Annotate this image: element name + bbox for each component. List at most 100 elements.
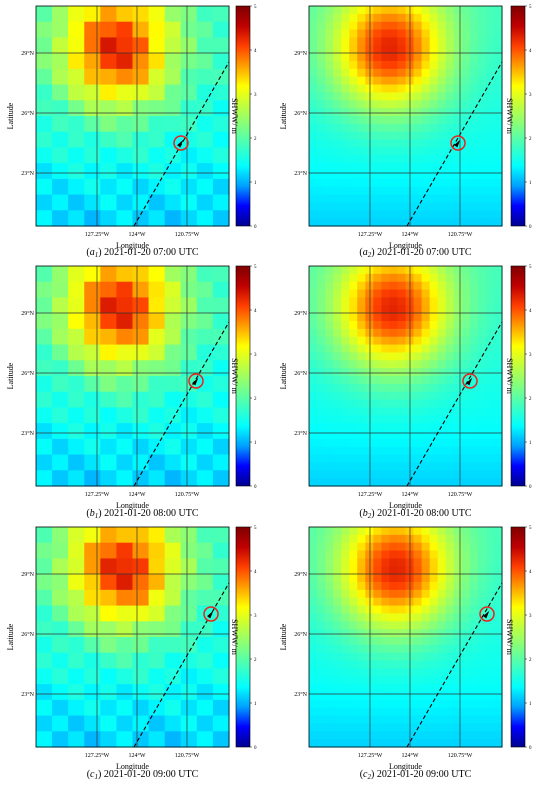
heatmap-cell — [445, 21, 455, 31]
heatmap-cell — [317, 352, 326, 361]
heatmap-cell — [477, 305, 487, 314]
heatmap-cell — [445, 266, 455, 275]
heatmap-cell — [116, 281, 134, 299]
heatmap-cell — [309, 6, 318, 15]
heatmap-cell — [341, 589, 350, 599]
heatmap-cell — [477, 147, 487, 156]
heatmap-cell — [445, 305, 455, 314]
y-axis-label: Latitude — [279, 102, 288, 129]
heatmap-cell — [381, 629, 391, 638]
heatmap-cell — [349, 123, 358, 133]
heatmap-cell — [373, 116, 382, 125]
heatmap-cell — [437, 660, 447, 670]
heatmap-cell — [309, 629, 318, 638]
heatmap-cell — [341, 289, 350, 299]
heatmap-cell — [357, 438, 366, 448]
heatmap-cell — [397, 629, 407, 638]
heatmap-cell — [397, 218, 407, 227]
heatmap-cell — [349, 739, 358, 748]
heatmap-cell — [373, 108, 382, 117]
heatmap-cell — [469, 21, 479, 31]
heatmap-cell — [453, 660, 463, 670]
heatmap-cell — [421, 454, 431, 464]
heatmap-cell — [317, 266, 326, 275]
heatmap-cell — [429, 194, 439, 204]
heatmap-cell — [413, 163, 423, 172]
heatmap-cell — [373, 692, 382, 701]
heatmap-cell — [453, 352, 463, 361]
heatmap-cell — [309, 163, 318, 172]
heatmap-cell — [389, 281, 399, 291]
heatmap-cell — [453, 684, 463, 693]
heatmap-cell — [469, 376, 479, 385]
heatmap-cell — [52, 163, 69, 180]
heatmap-cell — [485, 266, 495, 275]
heatmap-cell — [132, 621, 150, 638]
heatmap-cell — [445, 76, 455, 86]
heatmap-cell — [373, 582, 382, 591]
heatmap-cell — [485, 582, 495, 591]
heatmap-cell — [36, 84, 53, 101]
colorbar-tick-label: 0 — [254, 746, 257, 751]
heatmap-cell — [485, 123, 495, 133]
heatmap-cells — [309, 527, 503, 748]
heatmap-cell — [485, 163, 495, 172]
heatmap-cell — [357, 218, 366, 227]
heatmap-cell — [461, 684, 471, 693]
heatmap-cell — [477, 45, 487, 54]
heatmap-cell — [493, 699, 503, 709]
heatmap-cell — [437, 478, 447, 487]
heatmap-cell — [365, 454, 374, 464]
heatmap-cell — [365, 328, 374, 338]
heatmap-cell — [357, 613, 366, 622]
heatmap-cell — [365, 29, 374, 39]
heatmap-cell — [317, 423, 326, 432]
heatmap-cell — [437, 652, 447, 662]
x-tick-label: 127.25°W — [358, 491, 383, 498]
heatmap-cell — [485, 613, 495, 622]
heatmap-cell — [309, 660, 318, 670]
heatmap-cell — [429, 542, 439, 552]
heatmap-cell — [317, 597, 326, 607]
heatmap-cell — [421, 391, 431, 401]
heatmap-cell — [317, 415, 326, 424]
heatmap-cell — [453, 478, 463, 487]
heatmap-cell — [397, 21, 407, 31]
heatmap-cell — [341, 470, 350, 479]
heatmap-cell — [180, 84, 198, 101]
heatmap-cell — [445, 352, 455, 361]
heatmap-cell — [309, 399, 318, 409]
heatmap-cell — [100, 53, 118, 70]
heatmap-cell — [485, 605, 495, 615]
heatmap-cell — [445, 613, 455, 622]
heatmap-cell — [325, 660, 334, 670]
heatmap-cell — [132, 194, 150, 211]
heatmap-cell — [437, 574, 447, 583]
heatmap-cell — [196, 652, 214, 670]
heatmap-cell — [365, 368, 374, 377]
heatmap-cell — [52, 178, 69, 196]
heatmap-cell — [493, 621, 503, 630]
heatmap-cell — [333, 731, 342, 740]
heatmap-cell — [381, 266, 391, 275]
heatmap-cell — [485, 589, 495, 599]
heatmap-cell — [373, 415, 382, 424]
heatmap-cell — [469, 84, 479, 94]
heatmap-cell — [52, 266, 69, 283]
colorbar-tick-label: 1 — [254, 702, 257, 707]
heatmap-cell — [333, 37, 342, 46]
x-axis-label: Longitude — [116, 762, 149, 771]
heatmap-cell — [485, 131, 495, 141]
heatmap-cell — [100, 163, 118, 180]
heatmap-cell — [365, 352, 374, 361]
heatmap-cell — [317, 163, 326, 172]
heatmap-cell — [52, 558, 69, 575]
heatmap-cell — [212, 589, 230, 607]
heatmap-cell — [365, 210, 374, 219]
heatmap-cell — [196, 328, 214, 346]
heatmap-cell — [477, 178, 487, 188]
heatmap-cell — [381, 313, 391, 322]
heatmap-cell — [461, 566, 471, 575]
heatmap-cell — [461, 29, 471, 39]
heatmap-cell — [485, 558, 495, 567]
